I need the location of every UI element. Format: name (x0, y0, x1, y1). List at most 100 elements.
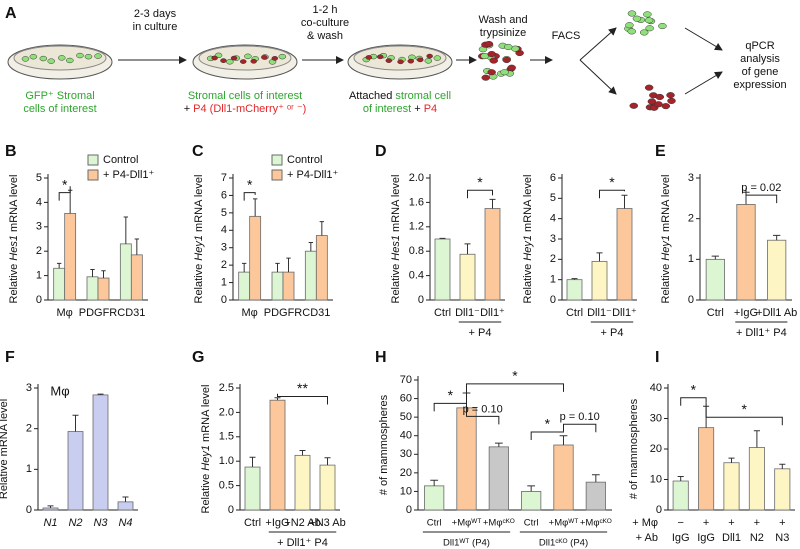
caption: Attached stromal cell (349, 90, 451, 102)
cell (627, 28, 636, 35)
caption-part: cells of interest (23, 103, 96, 115)
cell (502, 56, 511, 63)
y-tick-label: 1.6 (409, 196, 424, 208)
x-tick-label: Ctrl (434, 307, 451, 319)
cell (629, 102, 639, 109)
row-label: + Ab (636, 532, 658, 544)
error-bar (711, 255, 720, 260)
error-bar (559, 435, 568, 445)
x-tick-label: N3 (775, 532, 789, 544)
x-tick-label: N1 (43, 517, 57, 529)
error-bar (97, 393, 104, 395)
legend-swatch (87, 154, 99, 166)
y-axis-label-part: Hes1 (390, 235, 402, 261)
panel-letter: F (5, 349, 15, 366)
y-axis-label-part: Hey1 (193, 235, 205, 261)
y-tick-label: 0 (550, 294, 556, 306)
x-tick-label: PDGFR (79, 307, 118, 319)
error-bar (571, 278, 578, 280)
significance-bracket (58, 186, 71, 201)
x-tick-label: +Mφᶜᴷᴼ (483, 518, 515, 529)
y-tick-label: 20 (400, 467, 412, 479)
error-bar (753, 430, 760, 448)
y-tick-label: 1.2 (409, 221, 424, 233)
cell (644, 84, 654, 91)
cell (424, 58, 433, 64)
bar (566, 279, 583, 301)
cell (385, 58, 393, 63)
x-tick-label: PDGFR (264, 307, 303, 319)
bar (521, 491, 542, 511)
bar (244, 466, 261, 511)
step-label: 1-2 h (312, 4, 337, 16)
y-axis-label: Relative mRNA level (0, 399, 10, 499)
cell (239, 59, 247, 64)
error-bar (494, 442, 503, 447)
annotation: p = 0.02 (741, 182, 781, 194)
error-bar (275, 262, 280, 273)
legend-label: Control (287, 154, 322, 166)
panel-letter: A (5, 5, 17, 22)
bar (249, 215, 262, 301)
step-label: analysis (740, 53, 780, 65)
cell (507, 64, 516, 71)
y-axis-label-part: Relative (8, 261, 20, 304)
cell (481, 74, 491, 81)
cell (365, 55, 373, 60)
bar (672, 480, 689, 511)
legend-label: + P4-Dll1⁺ (103, 169, 155, 181)
y-tick-label: 1 (36, 270, 42, 282)
y-axis-label-part: Relative (660, 261, 672, 304)
step-label: trypsinize (480, 27, 526, 39)
cell (627, 10, 637, 17)
x-tick-label: N2 (68, 517, 82, 529)
step-label: 2-3 days (134, 8, 177, 20)
chart-panel: C Relative Hey1 mRNA level 0 1 2 3 4 5 6 7 Control… (192, 143, 339, 319)
step-label: of gene (742, 66, 779, 78)
chart-panel: B Relative Hes1 mRNA level 0 1 2 3 4 5 Control + … (5, 143, 155, 319)
x-tick-label: +N2 Ab (284, 517, 320, 529)
y-axis-label-part: Hey1 (522, 235, 534, 261)
error-bar (591, 474, 600, 483)
cell (644, 17, 654, 24)
step-label: & wash (307, 30, 343, 42)
error-bar (621, 194, 628, 209)
y-axis-label: Relative Hes1 mRNA level (8, 174, 20, 303)
x-tick-label: +IgG (734, 307, 758, 319)
cell (66, 57, 74, 64)
error-bar (67, 189, 73, 214)
y-tick-label: 0.5 (219, 480, 234, 492)
y-tick-label: 0.8 (409, 245, 424, 257)
error-bar (252, 198, 258, 217)
row-value: + (754, 517, 760, 529)
cell (39, 55, 48, 62)
y-tick-label: 0 (36, 294, 42, 306)
y-tick-label: 2 (26, 423, 32, 435)
y-axis-label: # of mammospheres (378, 394, 390, 495)
significance-bracket (705, 402, 783, 426)
bar (591, 260, 608, 301)
group-label: Dll1ᶜᴷᴼ (P4) (539, 538, 588, 549)
x-tick-label: Dll1⁻ (587, 307, 612, 319)
cell (416, 57, 424, 63)
panel-letter: B (5, 143, 17, 160)
y-tick-label: 0 (26, 504, 32, 516)
bar (282, 271, 295, 301)
y-axis-label: Relative Hey1 mRNA level (660, 174, 672, 303)
cell (625, 22, 634, 29)
y-tick-label: 1 (221, 276, 227, 288)
legend-swatch (271, 154, 283, 166)
error-bar (299, 449, 306, 456)
caption-part: + (184, 103, 193, 115)
caption: Stromal cells of interest (188, 90, 302, 102)
y-tick-label: 5 (550, 192, 556, 204)
cell (397, 59, 404, 65)
y-tick-label: 50 (400, 411, 412, 423)
panel-letter: H (375, 349, 387, 366)
significance-bracket (563, 423, 597, 433)
x-tick-label: Mφ (242, 307, 258, 319)
y-tick-label: 40 (650, 382, 662, 394)
bar (238, 271, 251, 301)
x-tick-label: CD31 (302, 307, 330, 319)
